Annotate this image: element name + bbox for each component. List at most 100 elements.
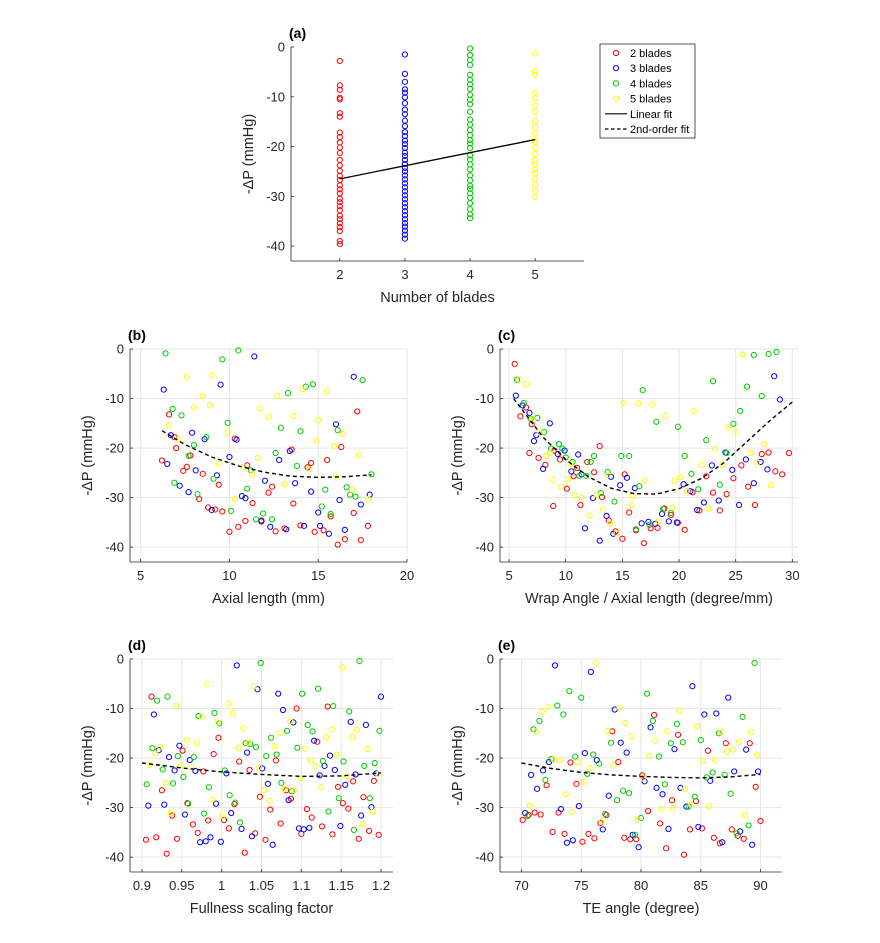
y-tick-label: 0: [487, 652, 494, 667]
data-point: [185, 452, 192, 460]
data-point: [560, 711, 567, 718]
data-point: [401, 89, 409, 96]
data-point: [592, 659, 599, 667]
data-point: [354, 408, 361, 415]
data-point: [235, 523, 242, 530]
y-axis-label: -ΔP (mmHg): [80, 415, 96, 495]
data-point: [401, 231, 409, 238]
data-point: [532, 166, 539, 173]
data-point: [231, 495, 238, 503]
data-point: [401, 70, 409, 77]
data-point: [532, 71, 539, 78]
x-axis-label: Number of blades: [380, 290, 494, 306]
x-axis-label: Fullness scaling factor: [190, 901, 334, 917]
data-point: [224, 429, 231, 436]
data-point: [466, 215, 474, 222]
y-tick-label: -20: [475, 441, 494, 456]
y-tick-label: -30: [105, 490, 124, 505]
data-point: [466, 81, 474, 88]
data-point: [349, 734, 356, 741]
data-point: [341, 536, 348, 543]
data-point: [358, 812, 365, 819]
data-point: [628, 501, 635, 509]
legend-label: 2nd-order fit: [630, 124, 689, 136]
x-tick-label: 10: [222, 568, 236, 583]
data-point: [681, 452, 688, 460]
data-point: [708, 462, 715, 469]
data-point: [198, 713, 205, 721]
data-point: [536, 717, 543, 725]
data-point: [300, 522, 308, 529]
data-point: [165, 411, 173, 418]
data-point: [700, 499, 708, 506]
data-point: [225, 825, 232, 832]
data-markers: [336, 45, 539, 248]
data-point: [659, 791, 666, 798]
data-point: [600, 506, 607, 514]
data-point: [215, 460, 222, 468]
data-point: [543, 782, 550, 789]
data-point: [357, 537, 364, 544]
data-point: [173, 444, 180, 452]
data-point: [541, 429, 548, 436]
data-point: [145, 802, 152, 809]
data-point: [691, 793, 698, 800]
data-point: [330, 702, 337, 710]
data-point: [318, 823, 326, 830]
data-point: [201, 810, 208, 817]
data-point: [283, 727, 291, 734]
y-tick-label: -40: [105, 850, 124, 865]
data-point: [329, 831, 336, 838]
data-point: [772, 468, 779, 475]
data-point: [723, 449, 730, 457]
data-point: [312, 762, 319, 770]
data-point: [532, 728, 539, 735]
legend-label: 2 blades: [630, 48, 672, 60]
data-point: [401, 111, 409, 118]
data-point: [278, 779, 285, 786]
data-point: [706, 803, 713, 810]
data-point: [616, 704, 623, 711]
data-point: [466, 51, 474, 59]
data-point: [570, 473, 577, 480]
data-point: [466, 211, 474, 218]
data-point: [143, 781, 150, 788]
data-point: [325, 530, 332, 537]
data-point: [360, 794, 367, 801]
data-point: [722, 740, 729, 747]
data-point: [704, 747, 712, 754]
data-point: [149, 745, 156, 752]
x-tick-label: 1.1: [292, 878, 310, 893]
data-point: [567, 460, 574, 468]
data-point: [189, 429, 196, 436]
x-tick-label: 5: [137, 568, 144, 583]
data-point: [206, 402, 214, 409]
data-point: [550, 476, 557, 483]
data-point: [669, 504, 676, 511]
data-point: [336, 149, 343, 157]
data-point: [662, 845, 670, 852]
data-point: [532, 176, 539, 183]
data-point: [401, 196, 409, 203]
data-point: [142, 836, 150, 843]
data-point: [725, 424, 732, 431]
data-point: [311, 737, 318, 744]
data-point: [466, 185, 474, 192]
data-point: [304, 464, 311, 471]
data-point: [735, 738, 743, 745]
data-point: [158, 787, 165, 794]
panel-label: (e): [498, 637, 515, 653]
data-point: [619, 535, 626, 542]
panel-a: 2 3 4 5 0 -10 -20 -30 -40 Number of blades -ΔP (mm…: [241, 25, 696, 306]
data-point: [466, 161, 474, 168]
data-point: [716, 481, 723, 488]
data-point: [538, 708, 545, 715]
data-point: [163, 850, 170, 857]
data-point: [302, 745, 309, 752]
data-point: [260, 510, 267, 517]
data-point: [598, 818, 605, 825]
data-point: [304, 721, 311, 728]
data-point: [256, 405, 263, 412]
data-point: [697, 737, 704, 744]
data-point: [190, 753, 197, 761]
